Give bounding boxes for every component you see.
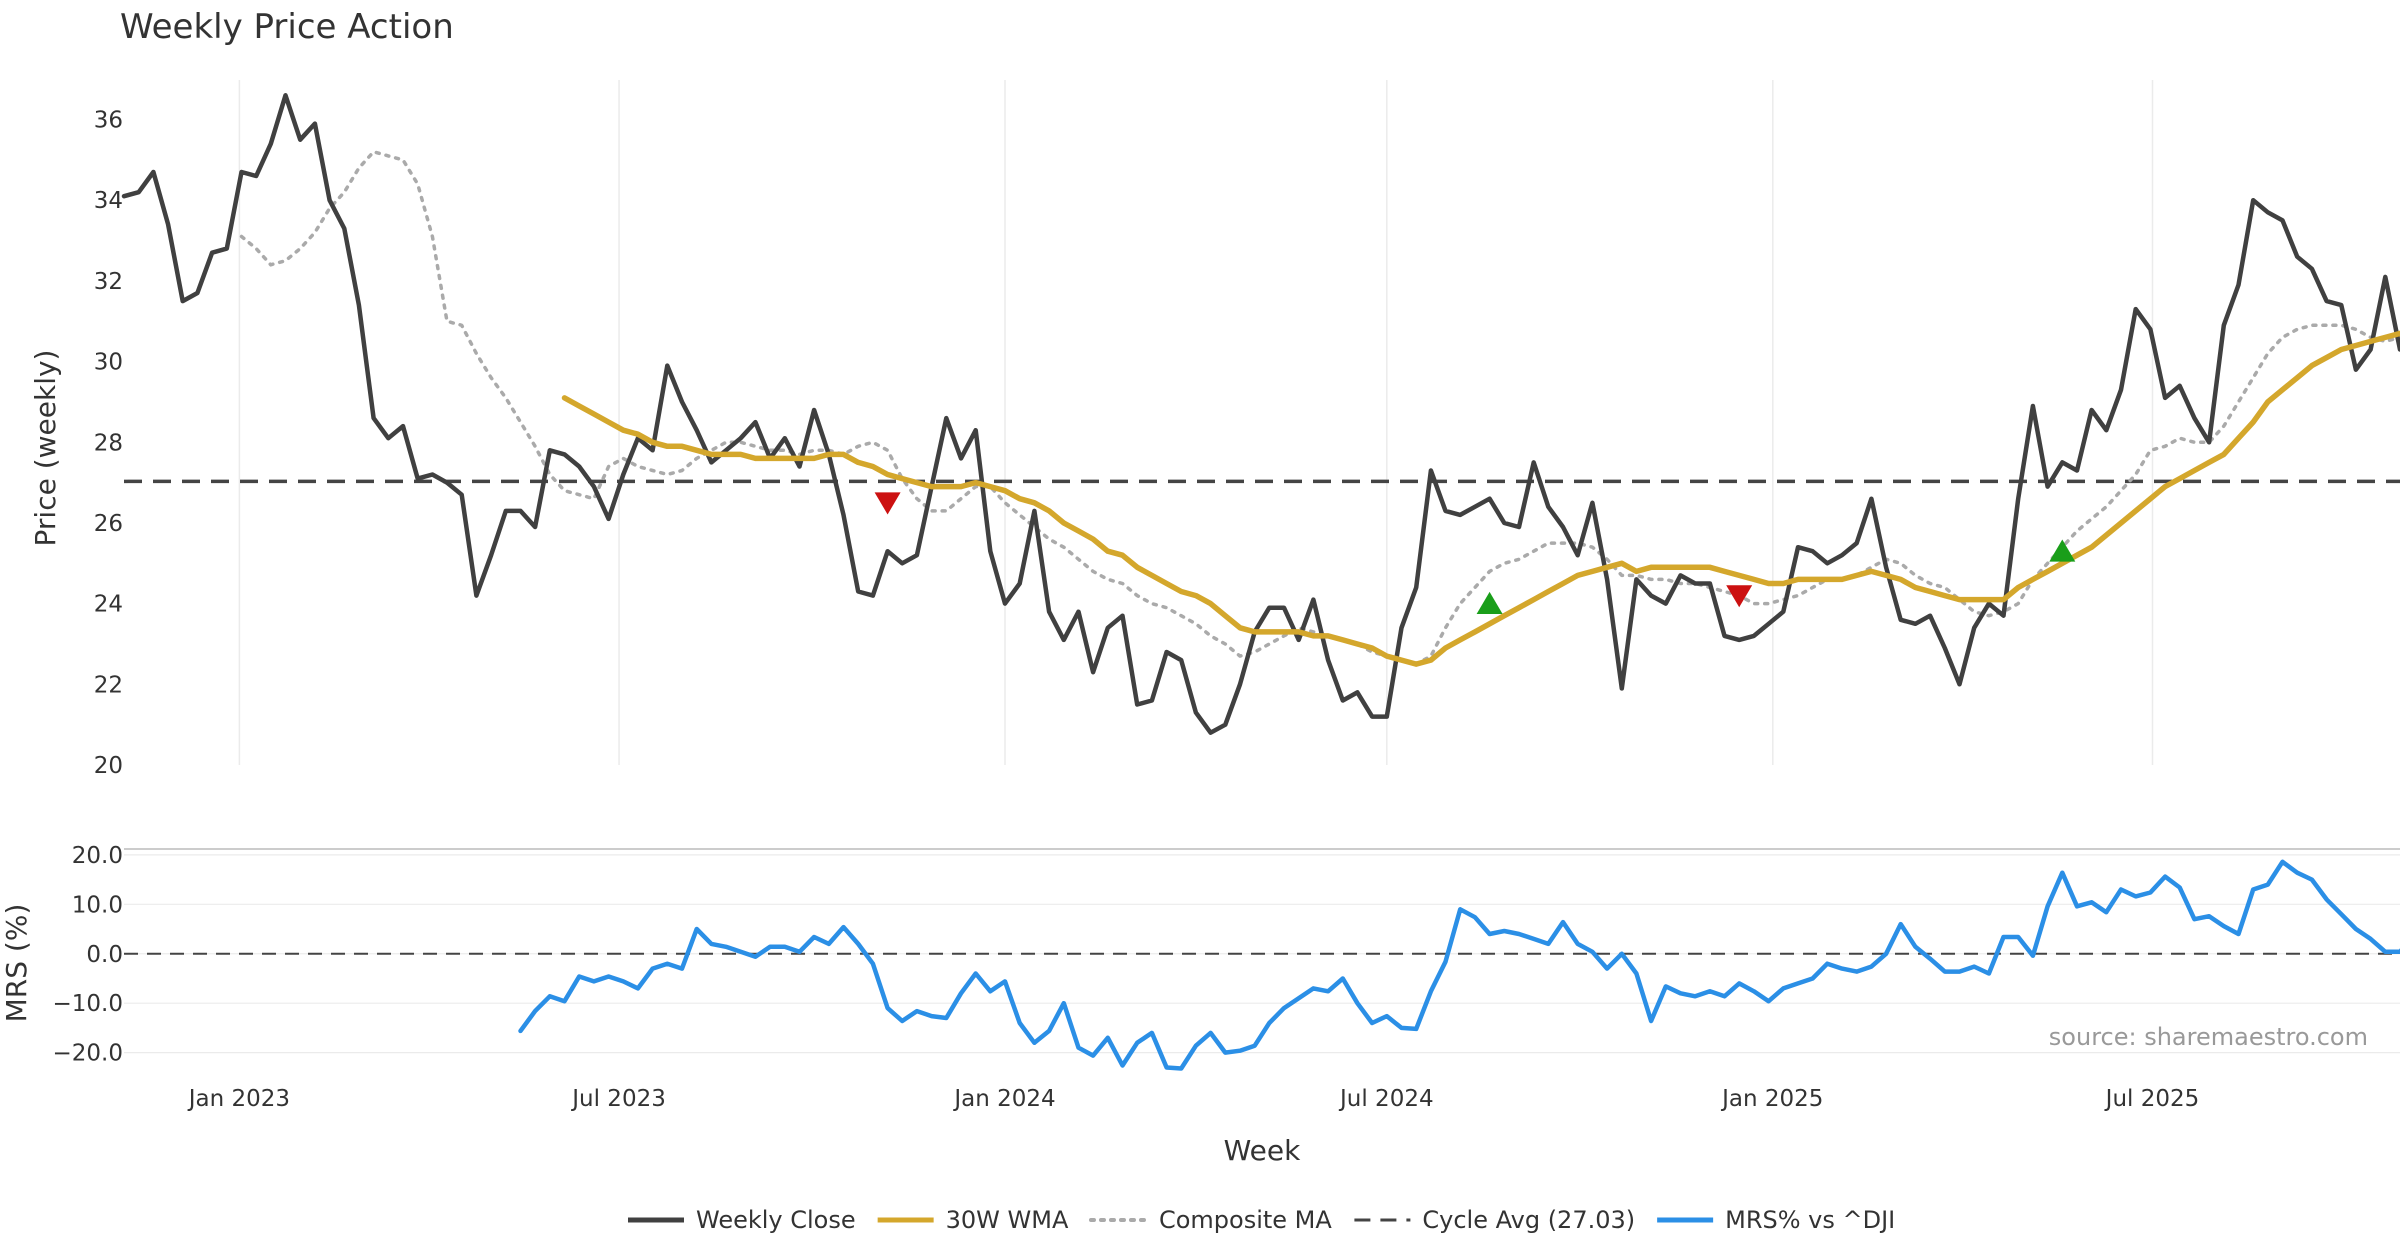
mrs-y-ticks: −20.0 −10.0 0.0 10.0 20.0 xyxy=(53,843,123,1067)
x-tick-jul-2024: Jul 2024 xyxy=(1338,1086,1434,1112)
legend-item-composite-ma: Composite MA xyxy=(1088,1206,1332,1234)
legend-item-weekly-close: Weekly Close xyxy=(628,1206,856,1234)
legend-item-30w-wma: 30W WMA xyxy=(877,1206,1069,1234)
x-tick-jan-2023: Jan 2023 xyxy=(187,1086,290,1112)
price-y-tick-26: 26 xyxy=(94,511,123,537)
mrs-series xyxy=(124,859,2400,1071)
legend-label-30w-wma: 30W WMA xyxy=(946,1206,1069,1234)
price-y-tick-30: 30 xyxy=(94,350,123,376)
price-y-tick-20: 20 xyxy=(94,753,123,779)
x-tick-jan-2024: Jan 2024 xyxy=(952,1086,1055,1112)
price-y-tick-36: 36 xyxy=(94,108,123,134)
mrs-y-tick-20: −20.0 xyxy=(53,1041,123,1067)
price-y-tick-34: 34 xyxy=(94,188,123,214)
source-label: source: sharemaestro.com xyxy=(2049,1023,2368,1051)
legend-label-mrs-vs-dji: MRS% vs ^DJI xyxy=(1725,1206,1895,1234)
legend-item-mrs-vs-dji: MRS% vs ^DJI xyxy=(1657,1206,1895,1234)
series-30w-wma xyxy=(561,330,2400,667)
x-ticks: Jan 2023 Jul 2023 Jan 2024 Jul 2024 Jan 2025… xyxy=(187,1086,2200,1112)
legend: Weekly Close 30W WMA Composite MA Cycle Avg… xyxy=(628,1206,1895,1234)
mrs-y-tick-0: 0.0 xyxy=(86,942,123,968)
mrs-y-axis-label: MRS (%) xyxy=(0,904,33,1023)
buy-signal-may-2025 xyxy=(2049,539,2076,562)
signal-markers xyxy=(874,492,2076,614)
sell-signal-dec-2024 xyxy=(1726,585,1753,608)
legend-label-weekly-close: Weekly Close xyxy=(696,1206,856,1234)
price-y-tick-28: 28 xyxy=(94,430,123,456)
price-y-tick-24: 24 xyxy=(94,592,123,618)
x-tick-jan-2025: Jan 2025 xyxy=(1720,1086,1823,1112)
chart-title: Weekly Price Action xyxy=(120,7,454,47)
price-y-tick-22: 22 xyxy=(94,672,123,698)
x-axis-label: Week xyxy=(1224,1134,1301,1167)
legend-label-composite-ma: Composite MA xyxy=(1159,1206,1332,1234)
price-panel-grid xyxy=(238,80,2154,765)
sell-signal-nov-2023 xyxy=(874,492,901,515)
buy-signal-aug-2024 xyxy=(1476,591,1503,614)
series-weekly-close xyxy=(121,93,2400,735)
mrs-y-tick-10: −10.0 xyxy=(53,991,123,1017)
x-tick-jul-2023: Jul 2023 xyxy=(570,1086,666,1112)
mrs-y-tick-20: 20.0 xyxy=(72,843,123,869)
price-y-axis-label: Price (weekly) xyxy=(29,350,62,547)
price-y-tick-32: 32 xyxy=(94,269,123,295)
mrs-y-tick-10: 10.0 xyxy=(72,892,123,918)
price-y-ticks: 20 22 24 26 28 30 32 34 36 xyxy=(94,108,123,779)
legend-item-cycle-avg-27-03: Cycle Avg (27.03) xyxy=(1354,1206,1635,1234)
series-mrs-vs-dji xyxy=(518,859,2400,1071)
x-tick-jul-2025: Jul 2025 xyxy=(2104,1086,2200,1112)
legend-label-cycle-avg-27-03: Cycle Avg (27.03) xyxy=(1422,1206,1635,1234)
